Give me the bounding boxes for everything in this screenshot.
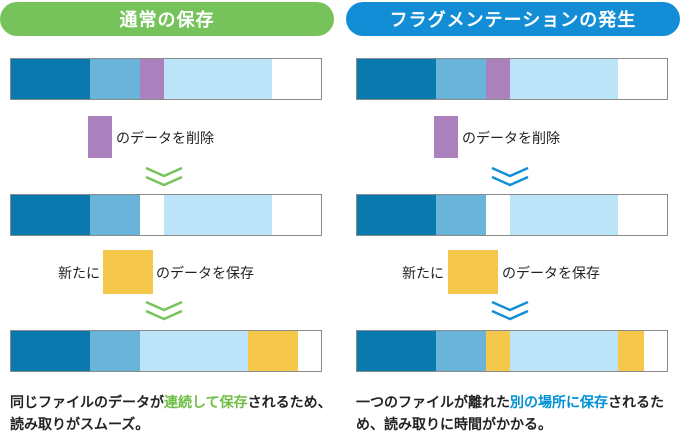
block-b: [90, 331, 140, 371]
block-b: [90, 59, 140, 99]
normal-save-caption: 同じファイルのデータが連続して保存されるため、読み取りがスムーズ。: [10, 392, 336, 436]
block-b: [90, 195, 140, 235]
deleted-data-swatch: [434, 116, 458, 158]
block-new: [248, 331, 298, 371]
new-data-swatch: [103, 250, 153, 294]
new-data-swatch: [448, 250, 498, 294]
storage-bar-final: [356, 330, 668, 372]
delete-label: のデータを削除: [116, 131, 214, 147]
storage-bar-after-delete: [356, 194, 668, 236]
block-deleted: [140, 59, 164, 99]
fragmentation-title: フラグメンテーションの発生: [346, 2, 680, 36]
normal-save-title: 通常の保存: [0, 2, 334, 36]
double-chevron-down-icon: [491, 300, 529, 321]
caption-highlight: 連続して保存: [164, 395, 248, 411]
caption-text-2: されるため、読み取りがスムーズ。: [10, 395, 332, 433]
caption-text-1: 同じファイルのデータが: [10, 395, 164, 411]
block-b: [436, 59, 486, 99]
block-c: [140, 331, 248, 371]
deleted-data-swatch: [88, 116, 112, 158]
delete-label: のデータを削除: [462, 131, 560, 147]
block-new-part2: [618, 331, 644, 371]
block-c: [164, 195, 272, 235]
block-a: [357, 331, 436, 371]
block-a: [11, 331, 90, 371]
caption-text-1: 一つのファイルが離れた: [356, 395, 510, 411]
block-new-part1: [486, 331, 510, 371]
storage-bar-initial: [356, 58, 668, 100]
double-chevron-down-icon: [145, 300, 183, 321]
block-a: [357, 195, 436, 235]
fragmentation-panel: フラグメンテーションの発生 のデータを削除 新たに のデータを保存 一つのファイ…: [346, 0, 680, 438]
block-c: [510, 195, 618, 235]
block-c: [510, 331, 618, 371]
block-deleted: [486, 59, 510, 99]
new-suffix-label: のデータを保存: [502, 266, 600, 282]
storage-bar-initial: [10, 58, 322, 100]
double-chevron-down-icon: [145, 166, 183, 187]
new-prefix-label: 新たに: [402, 266, 444, 282]
block-c: [510, 59, 618, 99]
storage-bar-after-delete: [10, 194, 322, 236]
normal-save-panel: 通常の保存 のデータを削除 新たに のデータを保存 同じファイルのデータが連続し…: [0, 0, 334, 438]
block-b: [436, 331, 486, 371]
block-a: [11, 195, 90, 235]
block-a: [11, 59, 90, 99]
block-c: [164, 59, 272, 99]
fragmentation-caption: 一つのファイルが離れた別の場所に保存されるため、読み取りに時間がかかる。: [356, 392, 680, 436]
block-a: [357, 59, 436, 99]
new-prefix-label: 新たに: [58, 266, 100, 282]
double-chevron-down-icon: [491, 166, 529, 187]
storage-bar-final: [10, 330, 322, 372]
caption-text-2: されるため、読み取りに時間がかかる。: [356, 395, 664, 433]
new-suffix-label: のデータを保存: [156, 266, 254, 282]
block-b: [436, 195, 486, 235]
caption-highlight: 別の場所に保存: [510, 395, 608, 411]
